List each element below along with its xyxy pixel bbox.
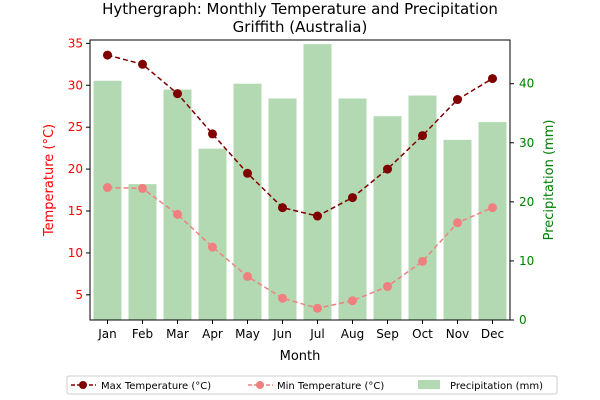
max-temp-line xyxy=(107,54,493,217)
y-axis-right-label: Precipitation (mm) xyxy=(542,120,557,241)
min-temp-point-dec xyxy=(488,203,497,213)
max-temp-point-jan xyxy=(103,50,112,60)
precip-bar-apr xyxy=(198,148,227,320)
y-axis-left: 5 10 15 20 25 30 35 xyxy=(68,36,91,320)
y-axis-left-label: Temperature (°C) xyxy=(42,124,57,237)
legend-max-label: Max Temperature (°C) xyxy=(101,381,211,392)
y-left-tick-label: 20 xyxy=(68,162,83,176)
x-tick-label: Nov xyxy=(446,327,469,341)
y-left-tick-label: 10 xyxy=(68,246,83,260)
precip-bar-jul xyxy=(303,44,332,321)
legend-min-label: Min Temperature (°C) xyxy=(277,381,384,392)
chart-title-line2: Griffith (Australia) xyxy=(233,18,368,36)
precip-bar-nov xyxy=(443,139,472,320)
precip-bar-mar xyxy=(163,89,192,320)
x-tick-label: Jan xyxy=(97,327,117,341)
precip-bar-dec xyxy=(478,122,507,320)
y-left-tick-label: 35 xyxy=(68,36,83,50)
y-left-tick-label: 30 xyxy=(68,78,83,92)
legend-min-swatch-marker xyxy=(256,381,264,389)
y-right-tick-label: 40 xyxy=(519,77,534,91)
max-temp-point-sep xyxy=(383,164,392,174)
min-temp-point-sep xyxy=(383,281,392,291)
x-tick-label: Feb xyxy=(132,327,153,341)
min-temp-point-nov xyxy=(453,218,462,228)
min-temp-point-jul xyxy=(313,303,322,313)
x-tick-label: Jul xyxy=(309,327,324,341)
max-temp-point-apr xyxy=(208,129,217,139)
precipitation-bars xyxy=(93,44,507,321)
max-temp-point-oct xyxy=(418,131,427,141)
legend-precip-label: Precipitation (mm) xyxy=(450,381,543,392)
precip-bar-oct xyxy=(408,95,437,320)
max-temp-point-jul xyxy=(313,211,322,221)
legend: Max Temperature (°C) Min Temperature (°C… xyxy=(66,375,558,395)
y-left-tick-label: 5 xyxy=(75,288,83,302)
x-tick-label: Oct xyxy=(412,327,433,341)
y-right-tick-label: 30 xyxy=(519,136,534,150)
chart-title-line1: Hythergraph: Monthly Temperature and Pre… xyxy=(102,0,498,18)
y-left-tick-label: 25 xyxy=(68,120,83,134)
legend-max-swatch-marker xyxy=(79,381,87,389)
max-temp-point-nov xyxy=(453,95,462,105)
x-tick-label: Sep xyxy=(376,327,399,341)
precip-bar-aug xyxy=(338,98,367,320)
legend-precip-swatch xyxy=(418,380,440,389)
y-right-tick-label: 0 xyxy=(519,313,527,327)
precip-bar-jan xyxy=(93,80,122,320)
y-right-tick-label: 20 xyxy=(519,195,534,209)
max-temp-point-aug xyxy=(348,193,357,203)
min-temp-point-may xyxy=(243,271,252,281)
x-tick-label: Mar xyxy=(166,327,189,341)
temperature-lines xyxy=(103,50,497,313)
min-temp-point-aug xyxy=(348,296,357,306)
min-temp-point-jan xyxy=(103,183,112,193)
min-temp-point-apr xyxy=(208,242,217,252)
y-left-tick-label: 15 xyxy=(68,204,83,218)
x-tick-label: Jun xyxy=(272,327,292,341)
max-temp-point-jun xyxy=(278,203,287,213)
max-temp-point-may xyxy=(243,168,252,178)
min-temp-point-mar xyxy=(173,209,182,219)
min-temp-point-oct xyxy=(418,256,427,266)
max-temp-point-feb xyxy=(138,59,147,69)
y-axis-right: 0 10 20 30 40 xyxy=(510,77,534,327)
precip-bar-feb xyxy=(128,184,157,320)
precip-bar-may xyxy=(233,83,262,321)
min-temp-point-jun xyxy=(278,293,287,303)
min-temp-point-feb xyxy=(138,183,147,193)
x-tick-label: Aug xyxy=(341,327,364,341)
x-tick-label: Dec xyxy=(481,327,504,341)
y-right-tick-label: 10 xyxy=(519,254,534,268)
x-axis-label: Month xyxy=(280,349,321,364)
max-temp-point-mar xyxy=(173,89,182,99)
x-axis: Jan Feb Mar Apr May Jun Jul Aug Sep Oct Nov Dec xyxy=(97,320,504,341)
x-tick-label: May xyxy=(235,327,260,341)
x-tick-label: Apr xyxy=(202,327,223,341)
max-temp-point-dec xyxy=(488,74,497,84)
